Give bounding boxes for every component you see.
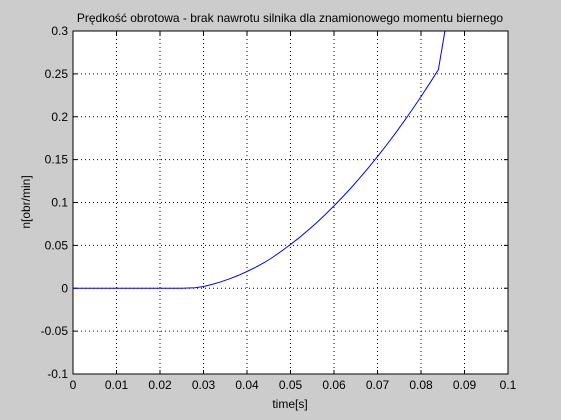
y-tick-label: 0.05	[45, 238, 69, 252]
y-tick-label: 0.2	[51, 110, 68, 124]
y-tick-labels: -0.1 -0.05 0 0.05 0.1 0.15 0.2 0.25 0.3	[41, 24, 69, 381]
x-tick-label: 0.05	[279, 378, 303, 392]
y-tick-label: -0.05	[41, 324, 69, 338]
y-tick-label: 0.3	[51, 24, 68, 38]
plot-frame	[72, 30, 509, 375]
x-tick-label: 0.01	[105, 378, 129, 392]
x-tick-label: 0.02	[148, 378, 172, 392]
y-axis-label: n[obr/min]	[19, 175, 33, 228]
y-tick-label: 0	[61, 281, 68, 295]
x-tick-label: 0.04	[235, 378, 259, 392]
x-tick-label: 0.07	[366, 378, 390, 392]
x-tick-label: 0.08	[409, 378, 433, 392]
y-tick-label: -0.1	[47, 367, 68, 381]
y-tick-label: 0.15	[45, 153, 69, 167]
chart-title: Prędkość obrotowa - brak nawrotu silnika…	[77, 11, 504, 25]
series-line	[73, 30, 446, 289]
y-tick-label: 0.25	[45, 67, 69, 81]
y-tick-label: 0.1	[51, 196, 68, 210]
x-axis-label: time[s]	[272, 397, 307, 411]
x-tick-label: 0.09	[453, 378, 477, 392]
x-tick-labels: 0 0.01 0.02 0.03 0.04 0.05 0.06 0.07 0.08 0.09 0.1	[70, 378, 517, 392]
x-tick-label: 0	[70, 378, 77, 392]
plot-area	[73, 31, 508, 374]
x-tick-label: 0.03	[192, 378, 216, 392]
x-tick-label: 0.06	[322, 378, 346, 392]
x-tick-label: 0.1	[500, 378, 517, 392]
